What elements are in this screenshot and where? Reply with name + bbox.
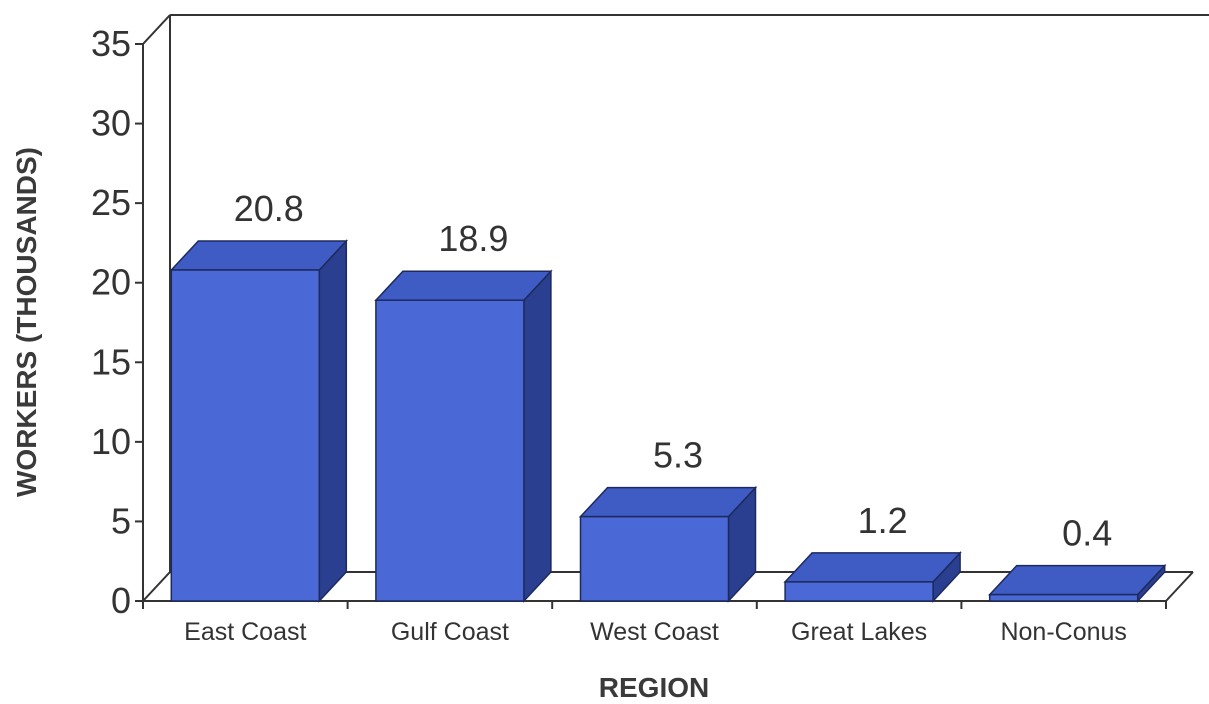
y-tick-depth (142, 14, 171, 45)
x-axis-ticks: East Coast Gulf Coast West Coast Great Lake… (142, 601, 1167, 646)
data-label: 5.3 (653, 435, 703, 476)
data-label: 0.4 (1062, 513, 1112, 554)
bar-top-face (578, 486, 758, 518)
bar-top-face (987, 564, 1167, 596)
data-label: 1.2 (858, 500, 908, 541)
data-label: 20.8 (234, 188, 304, 229)
y-axis-title: WORKERS (THOUSANDS) (11, 147, 42, 497)
y-tick-label: 0 (111, 580, 131, 621)
data-label: 18.9 (438, 218, 508, 259)
bar-front-face (375, 299, 525, 602)
bar-west-coast (578, 485, 758, 603)
y-tick-depth (142, 571, 171, 602)
y-tick-label: 35 (91, 23, 131, 64)
bar-gulf-coast (374, 269, 553, 603)
y-tick-label: 5 (111, 500, 131, 541)
x-tick-label: Gulf Coast (391, 618, 509, 646)
bars (169, 239, 1167, 603)
bar-front-face (988, 593, 1139, 602)
y-tick-label: 30 (91, 103, 131, 144)
y-tick-label: 10 (91, 421, 131, 462)
x-tick-label: Non-Conus (1000, 618, 1126, 646)
y-axis-ticks: 0 5 10 15 20 25 30 35 (91, 14, 171, 621)
bar-east-coast (169, 239, 349, 603)
bar-front-face (579, 515, 730, 602)
y-tick-label: 20 (91, 262, 131, 303)
x-tick-label: West Coast (590, 618, 719, 646)
x-axis-title: REGION (599, 672, 709, 703)
bar-top-face (169, 240, 349, 271)
bar-top-face (783, 552, 962, 583)
y-tick-label: 15 (91, 341, 131, 382)
bar-side-face (523, 269, 552, 603)
x-tick-label: East Coast (184, 618, 306, 646)
bar-top-face (374, 270, 553, 301)
bar-great-lakes (783, 550, 962, 603)
x-tick-label: Great Lakes (791, 618, 927, 646)
bar-front-face (170, 269, 321, 602)
floor-right-edge (1165, 571, 1194, 602)
bar-front-face (784, 581, 934, 602)
data-labels: 20.8 18.9 5.3 1.2 0.4 (234, 188, 1112, 554)
bar-side-face (318, 239, 348, 603)
bar-non-conus (987, 563, 1167, 603)
y-tick-label: 25 (91, 182, 131, 223)
